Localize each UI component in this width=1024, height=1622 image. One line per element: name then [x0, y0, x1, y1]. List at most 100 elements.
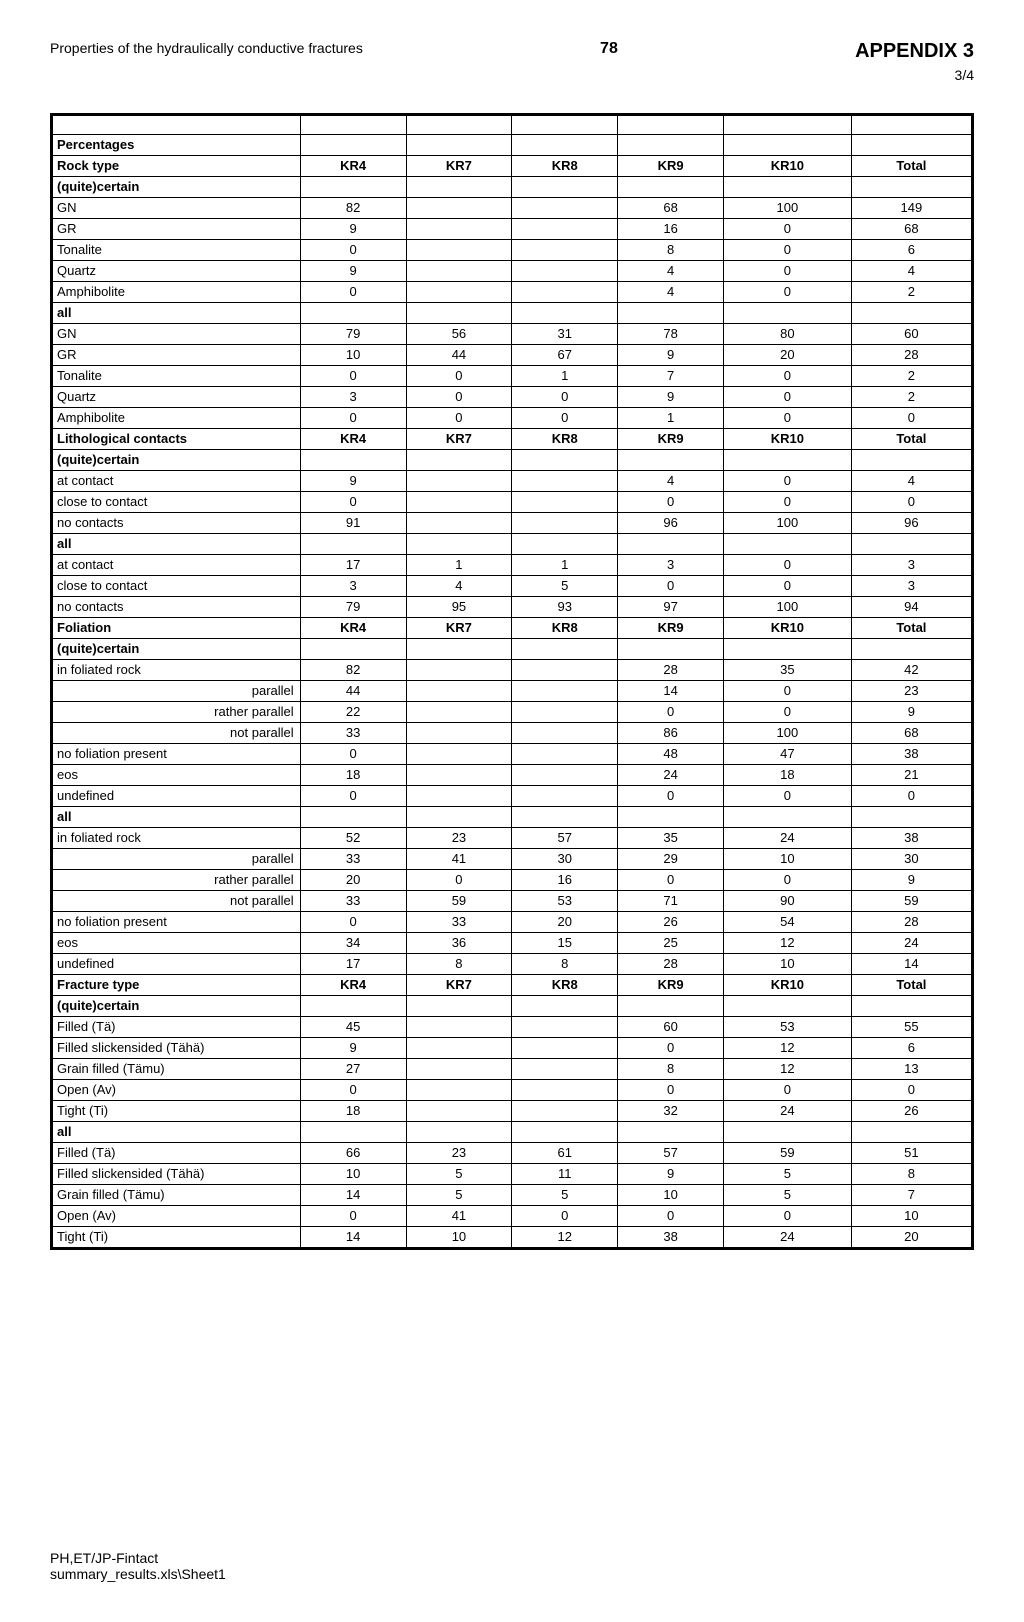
- row-label: eos: [52, 765, 301, 786]
- column-header: Total: [851, 429, 972, 450]
- data-cell: 10: [724, 954, 852, 975]
- data-cell: [406, 1059, 512, 1080]
- data-cell: 10: [300, 345, 406, 366]
- column-header: KR8: [512, 156, 618, 177]
- data-cell: 0: [300, 1206, 406, 1227]
- column-header: KR4: [300, 618, 406, 639]
- data-cell: 86: [618, 723, 724, 744]
- data-cell: 24: [851, 933, 972, 954]
- data-cell: 25: [618, 933, 724, 954]
- data-cell: [512, 702, 618, 723]
- data-cell: 0: [618, 702, 724, 723]
- data-cell: 20: [851, 1227, 972, 1249]
- data-cell: [406, 1017, 512, 1038]
- data-cell: 16: [618, 219, 724, 240]
- data-cell: 27: [300, 1059, 406, 1080]
- data-cell: 14: [618, 681, 724, 702]
- data-cell: 0: [724, 240, 852, 261]
- data-cell: [406, 702, 512, 723]
- data-cell: 0: [512, 1206, 618, 1227]
- data-cell: 78: [618, 324, 724, 345]
- row-label: close to contact: [52, 492, 301, 513]
- row-label: (quite)certain: [52, 177, 301, 198]
- data-cell: 0: [300, 240, 406, 261]
- data-cell: 100: [724, 723, 852, 744]
- data-cell: 0: [406, 366, 512, 387]
- column-header: KR9: [618, 618, 724, 639]
- data-cell: 0: [724, 786, 852, 807]
- data-cell: 26: [618, 912, 724, 933]
- data-cell: 28: [851, 345, 972, 366]
- data-cell: 28: [618, 954, 724, 975]
- data-cell: 5: [512, 576, 618, 597]
- data-cell: 47: [724, 744, 852, 765]
- row-label: rather parallel: [52, 702, 301, 723]
- column-header: KR4: [300, 156, 406, 177]
- data-cell: 0: [724, 261, 852, 282]
- row-label: no contacts: [52, 597, 301, 618]
- data-cell: 36: [406, 933, 512, 954]
- row-label: parallel: [52, 681, 301, 702]
- data-cell: 41: [406, 1206, 512, 1227]
- data-cell: 68: [851, 723, 972, 744]
- data-cell: 0: [851, 408, 972, 429]
- data-cell: 0: [724, 471, 852, 492]
- data-cell: 0: [724, 408, 852, 429]
- data-cell: 28: [618, 660, 724, 681]
- data-cell: 0: [618, 492, 724, 513]
- row-label: Quartz: [52, 387, 301, 408]
- row-label: Grain filled (Tämu): [52, 1059, 301, 1080]
- data-cell: 97: [618, 597, 724, 618]
- data-cell: [406, 744, 512, 765]
- data-cell: 60: [618, 1017, 724, 1038]
- data-cell: [406, 660, 512, 681]
- section-header: Fracture type: [52, 975, 301, 996]
- data-cell: 71: [618, 891, 724, 912]
- row-label: all: [52, 807, 301, 828]
- data-cell: 80: [724, 324, 852, 345]
- data-cell: 18: [300, 1101, 406, 1122]
- data-cell: 0: [724, 219, 852, 240]
- row-label: all: [52, 534, 301, 555]
- data-cell: 10: [300, 1164, 406, 1185]
- data-cell: 0: [724, 702, 852, 723]
- data-cell: 57: [512, 828, 618, 849]
- data-cell: 9: [300, 261, 406, 282]
- data-cell: [406, 1101, 512, 1122]
- data-cell: 4: [618, 471, 724, 492]
- row-label: Grain filled (Tämu): [52, 1185, 301, 1206]
- data-cell: 79: [300, 597, 406, 618]
- data-cell: 94: [851, 597, 972, 618]
- data-cell: 3: [618, 555, 724, 576]
- column-header: KR10: [724, 618, 852, 639]
- data-cell: [406, 492, 512, 513]
- data-cell: 54: [724, 912, 852, 933]
- row-label: undefined: [52, 786, 301, 807]
- row-label: GR: [52, 219, 301, 240]
- data-cell: 14: [300, 1185, 406, 1206]
- data-cell: 67: [512, 345, 618, 366]
- data-cell: 12: [724, 933, 852, 954]
- data-cell: 30: [851, 849, 972, 870]
- section-header: Lithological contacts: [52, 429, 301, 450]
- data-cell: [512, 1101, 618, 1122]
- data-cell: 53: [724, 1017, 852, 1038]
- data-cell: 0: [512, 408, 618, 429]
- row-label: eos: [52, 933, 301, 954]
- data-cell: [512, 198, 618, 219]
- row-label: GN: [52, 198, 301, 219]
- data-cell: [406, 219, 512, 240]
- data-cell: 7: [618, 366, 724, 387]
- row-label: close to contact: [52, 576, 301, 597]
- data-cell: 23: [406, 828, 512, 849]
- data-cell: 20: [300, 870, 406, 891]
- data-cell: 0: [724, 555, 852, 576]
- data-cell: [512, 765, 618, 786]
- data-cell: 0: [406, 408, 512, 429]
- data-cell: 100: [724, 513, 852, 534]
- data-cell: [512, 681, 618, 702]
- data-cell: 20: [724, 345, 852, 366]
- column-header: KR10: [724, 429, 852, 450]
- data-cell: 0: [618, 870, 724, 891]
- data-cell: 53: [512, 891, 618, 912]
